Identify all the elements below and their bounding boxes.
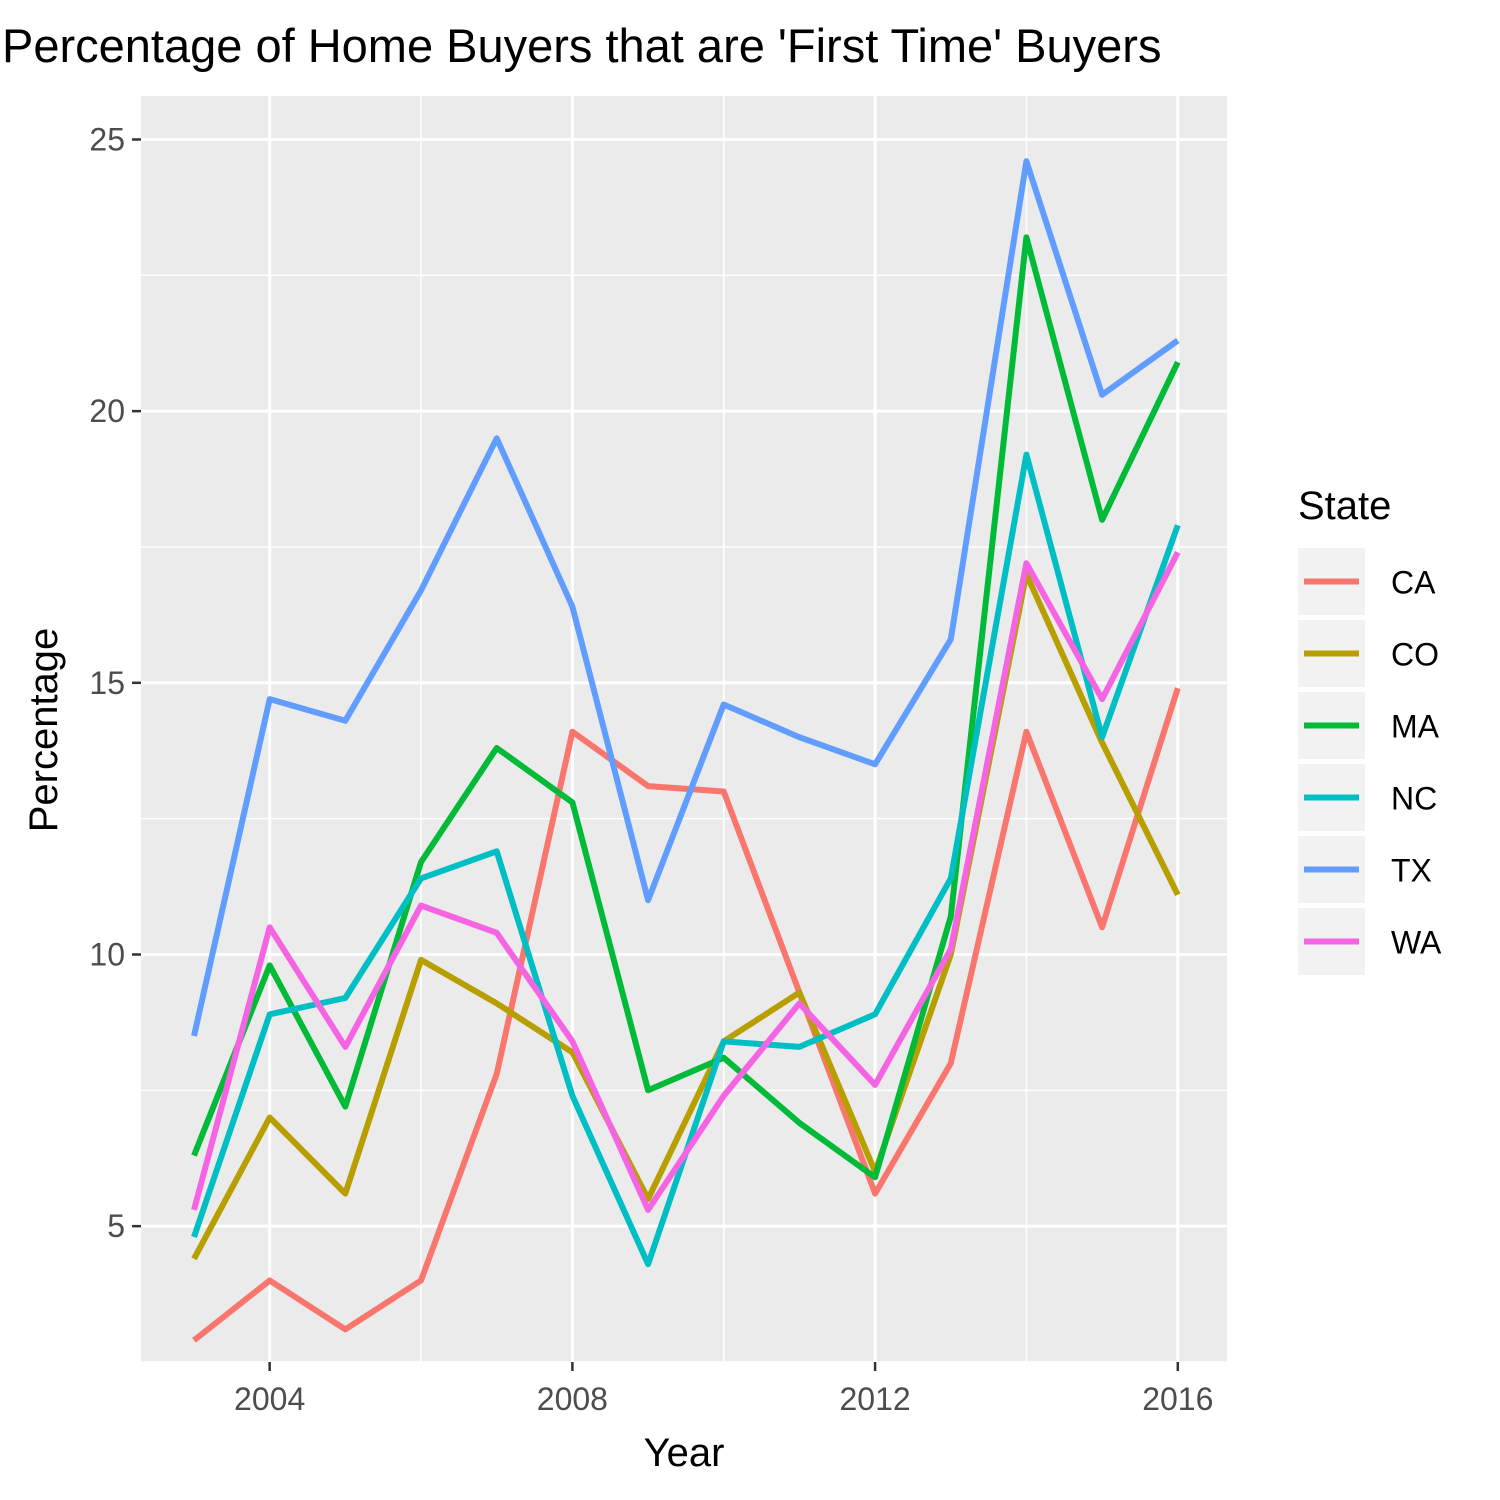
legend-items: CA CO MA NC TX WA	[1298, 548, 1442, 975]
y-axis: 5 10 15 20 25	[89, 121, 141, 1244]
legend-label-tx: TX	[1391, 853, 1432, 889]
x-tick-label: 2012	[839, 1381, 910, 1417]
series-line-ca	[192, 687, 1181, 1343]
x-tick-label: 2008	[537, 1381, 608, 1417]
chart-title: Percentage of Home Buyers that are 'Firs…	[2, 19, 1161, 72]
legend-label-co: CO	[1391, 637, 1439, 673]
series-line-tx	[191, 158, 1180, 1037]
x-axis-title: Year	[644, 1431, 725, 1475]
y-tick-label: 5	[107, 1208, 125, 1244]
legend-label-nc: NC	[1391, 781, 1437, 817]
legend: State CA CO MA NC TX WA	[1298, 484, 1442, 975]
series-lines	[191, 158, 1181, 1343]
y-tick-label: 25	[89, 121, 125, 157]
legend-label-ca: CA	[1391, 565, 1436, 601]
y-tick-label: 20	[89, 393, 125, 429]
legend-label-wa: WA	[1391, 925, 1442, 961]
y-tick-label: 10	[89, 936, 125, 972]
x-tick-label: 2004	[234, 1381, 305, 1417]
y-tick-label: 15	[89, 665, 125, 701]
series-line-ma	[191, 234, 1181, 1181]
x-tick-label: 2016	[1142, 1381, 1213, 1417]
x-axis: 2004 2008 2012 2016	[234, 1362, 1213, 1417]
series-line-wa	[191, 551, 1181, 1213]
legend-title: State	[1298, 484, 1391, 528]
legend-label-ma: MA	[1391, 709, 1440, 745]
y-axis-title: Percentage	[22, 628, 66, 833]
